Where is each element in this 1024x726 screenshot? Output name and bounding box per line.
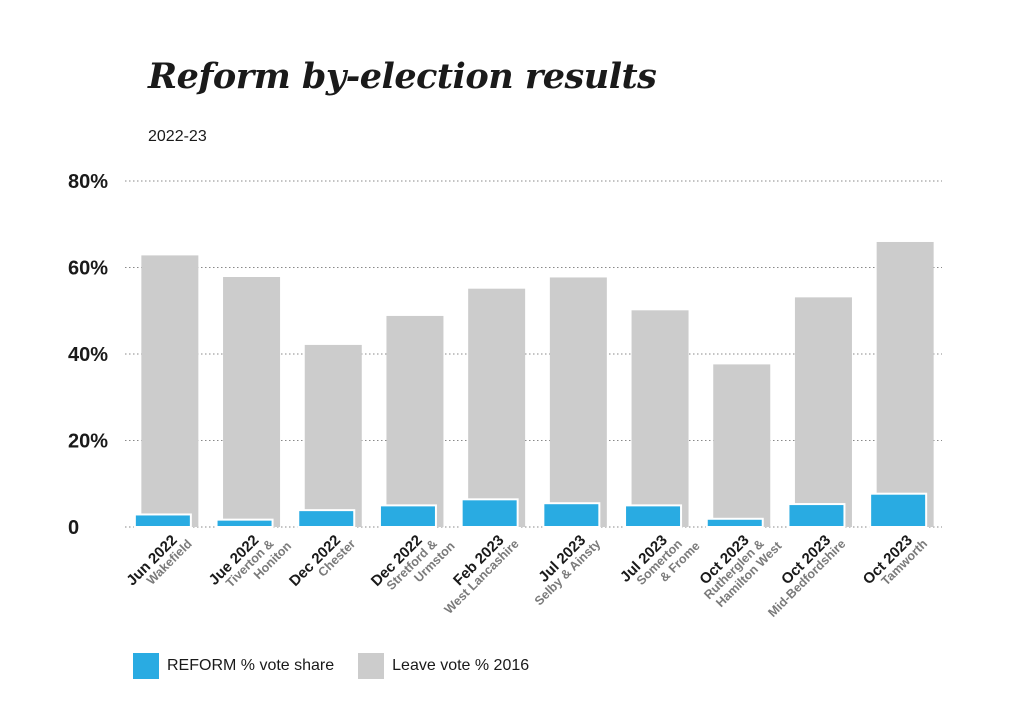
legend-item-reform: REFORM % vote share xyxy=(133,653,334,679)
y-tick-label: 40% xyxy=(68,344,108,366)
y-tick-label: 60% xyxy=(68,258,108,280)
chart-title: Reform by-election results xyxy=(148,56,657,97)
bar-leave xyxy=(549,277,607,527)
bar-reform xyxy=(705,517,764,528)
bar-reform xyxy=(133,513,192,529)
y-tick-label: 20% xyxy=(68,431,108,453)
bar-reform xyxy=(297,509,356,529)
bar-leave xyxy=(631,310,689,527)
bar-reform xyxy=(542,502,601,528)
bars xyxy=(133,241,934,529)
y-axis-ticks: 0 20% 40% 60% 80% xyxy=(68,171,108,539)
legend-label-leave: Leave vote % 2016 xyxy=(392,657,530,674)
bar-reform xyxy=(787,503,846,529)
bar-reform xyxy=(460,498,519,529)
legend-swatch-leave xyxy=(358,653,385,679)
bar-leave xyxy=(713,364,771,527)
chart-subtitle: 2022-23 xyxy=(148,128,207,145)
bar-leave xyxy=(468,288,526,527)
bar-reform xyxy=(869,492,928,529)
legend: REFORM % vote share Leave vote % 2016 xyxy=(133,653,553,679)
bar-leave xyxy=(223,277,281,527)
bar-leave xyxy=(876,241,934,528)
bar-leave xyxy=(141,255,199,527)
bar-reform xyxy=(378,504,437,528)
legend-swatch-reform xyxy=(133,653,159,679)
bar-leave xyxy=(386,315,444,527)
bar-leave xyxy=(794,297,852,527)
legend-label-reform: REFORM % vote share xyxy=(167,657,335,674)
bar-reform xyxy=(624,504,683,528)
y-tick-label: 0 xyxy=(68,517,79,539)
bar-reform xyxy=(215,518,274,529)
y-tick-label: 80% xyxy=(68,171,108,193)
bar-leave xyxy=(304,344,362,527)
legend-item-leave: Leave vote % 2016 xyxy=(358,653,529,679)
